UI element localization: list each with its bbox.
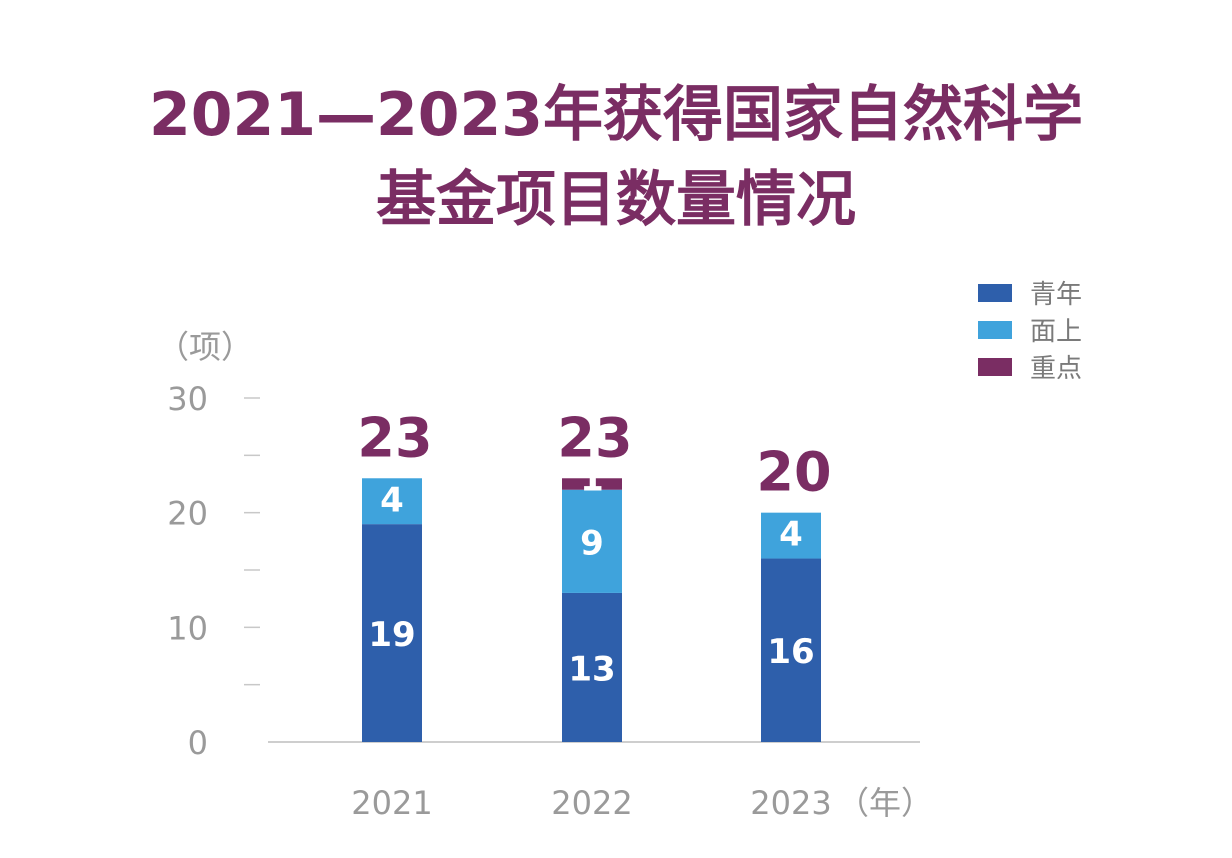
- y-tick-label: 0: [188, 724, 208, 762]
- x-tick-label: 2023: [750, 784, 831, 822]
- chart-title-line-2: 基金项目数量情况: [376, 165, 856, 235]
- bar-segment: [362, 524, 422, 742]
- bar-segment-label: 1: [580, 459, 604, 499]
- chart-title-line-1: 2021—2023年获得国家自然科学: [149, 80, 1083, 150]
- y-tick-label: 30: [167, 380, 208, 418]
- bar-segment: [761, 558, 821, 742]
- legend-label: 重点: [1030, 354, 1082, 384]
- y-axis-unit: （项）: [157, 328, 253, 366]
- legend-label: 面上: [1030, 317, 1082, 347]
- x-axis-unit: （年）: [837, 784, 933, 822]
- bar-segment: [562, 592, 622, 742]
- bar-total-label: 23: [357, 406, 432, 469]
- legend-swatch: [978, 284, 1012, 302]
- bar-segment-label: 4: [779, 515, 803, 555]
- x-tick-label: 2021: [351, 784, 432, 822]
- bar-segment-label: 13: [568, 649, 615, 689]
- y-tick-label: 10: [167, 609, 208, 647]
- x-tick-label: 2022: [551, 784, 632, 822]
- bar-segment-label: 16: [767, 632, 814, 672]
- legend-label: 青年: [1030, 280, 1082, 310]
- bar-total-label: 23: [557, 406, 632, 469]
- bar-segment-label: 19: [368, 615, 415, 655]
- bar-segment: [761, 512, 821, 559]
- legend-swatch: [978, 321, 1012, 339]
- y-tick-label: 20: [167, 495, 208, 533]
- bar-segment: [562, 489, 622, 593]
- bar-total-label: 20: [756, 441, 831, 504]
- legend-swatch: [978, 358, 1012, 376]
- bar-segment-label: 4: [380, 480, 404, 520]
- bar-segment-label: 9: [580, 523, 604, 563]
- bar-segment: [562, 478, 622, 490]
- bar-segment: [362, 478, 422, 525]
